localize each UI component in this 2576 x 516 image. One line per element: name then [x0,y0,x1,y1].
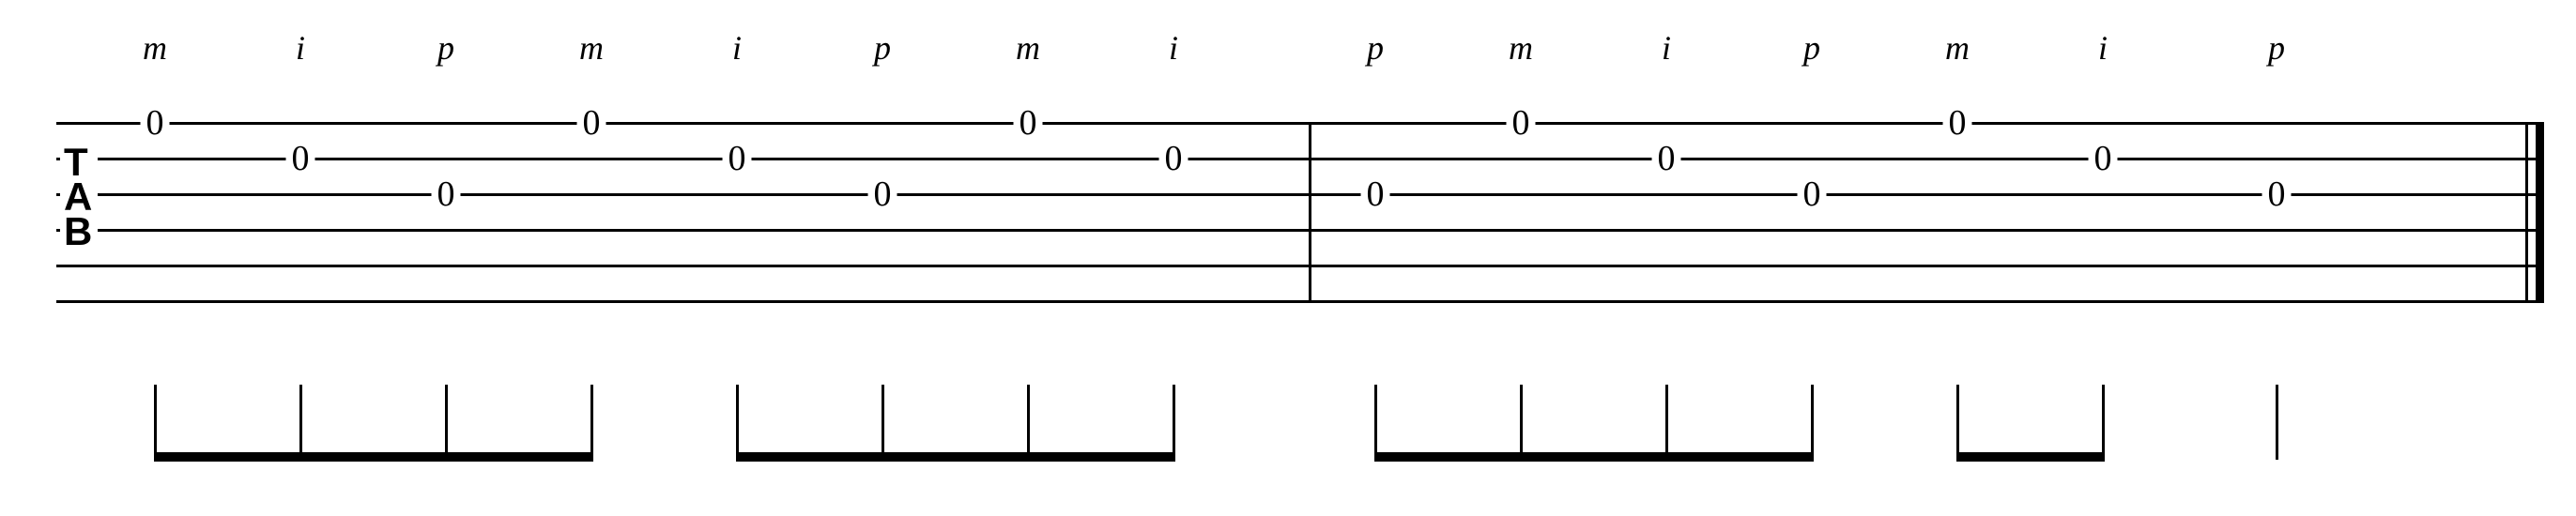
fingering-label: p [437,28,454,68]
string-line-5 [56,265,2544,267]
beam-stem [2276,385,2278,460]
string-line-4 [56,229,2544,232]
fret-number: 0 [1652,141,1681,176]
beam-stem [2102,385,2105,460]
end-barline-thick [2536,122,2544,302]
fret-number: 0 [286,141,315,176]
fingering-label: m [1945,28,1970,68]
fingering-label: p [1367,28,1384,68]
fret-number: 0 [1943,105,1972,141]
beam-stem [1665,385,1668,460]
tab-clef-b: B [64,215,92,250]
string-line-3 [56,193,2544,196]
fret-number: 0 [868,176,897,212]
beam-stem [1173,385,1175,460]
fingering-label: i [2098,28,2108,68]
fingering-label: m [1509,28,1533,68]
fingering-label: m [1016,28,1040,68]
fingering-label: m [143,28,167,68]
string-line-1 [56,122,2544,125]
beam-stem [1811,385,1814,460]
beam-stem [1956,385,1959,460]
fret-number: 0 [141,105,170,141]
fret-number: 0 [1798,176,1827,212]
beam-stem [299,385,302,460]
beam-stem [1374,385,1377,460]
string-line-2 [56,158,2544,160]
fret-number: 0 [723,141,752,176]
fingering-label: i [1169,28,1178,68]
beam-stem [736,385,739,460]
fret-number: 0 [1159,141,1188,176]
barline [1309,122,1311,302]
fret-number: 0 [2089,141,2118,176]
beam-bar [154,452,593,462]
fingering-label: p [1803,28,1820,68]
fret-number: 0 [577,105,606,141]
fingering-label: i [296,28,305,68]
beam-stem [445,385,448,460]
beam-stem [1520,385,1523,460]
fingering-label: p [2268,28,2285,68]
fret-number: 0 [1014,105,1043,141]
beam-stem [882,385,884,460]
fret-number: 0 [1507,105,1536,141]
fingering-label: p [874,28,891,68]
beam-bar [736,452,1175,462]
beam-stem [1027,385,1030,460]
fingering-label: i [732,28,742,68]
beam-bar [1374,452,1814,462]
fingering-label: i [1662,28,1671,68]
tablature: T A B m i p m i p m i p m i p m i p 0 0 … [0,0,2576,516]
beam-bar [1956,452,2105,462]
fret-number: 0 [432,176,461,212]
fret-number: 0 [1361,176,1390,212]
beam-stem [154,385,157,460]
string-line-6 [56,300,2544,303]
beam-stem [590,385,593,460]
fret-number: 0 [2262,176,2292,212]
fingering-label: m [579,28,604,68]
tab-clef: T A B [60,145,98,250]
end-barline-thin [2525,122,2528,302]
